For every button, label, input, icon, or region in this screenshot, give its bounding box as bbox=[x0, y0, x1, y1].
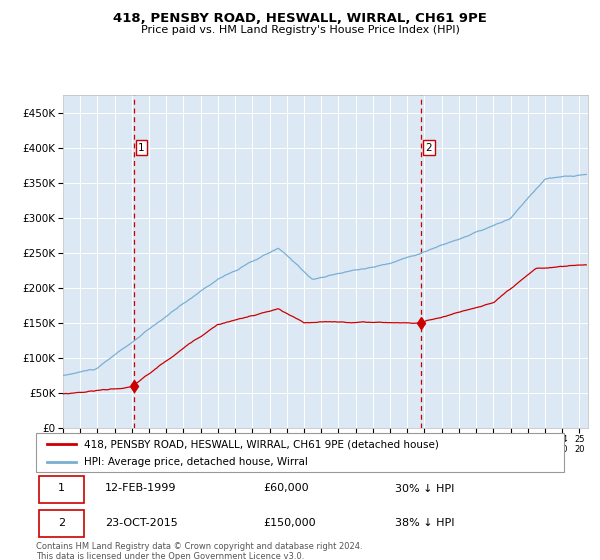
Text: 2: 2 bbox=[58, 517, 65, 528]
FancyBboxPatch shape bbox=[36, 433, 564, 472]
Text: 2: 2 bbox=[425, 143, 432, 153]
Text: Contains HM Land Registry data © Crown copyright and database right 2024.
This d: Contains HM Land Registry data © Crown c… bbox=[36, 542, 362, 560]
FancyBboxPatch shape bbox=[38, 475, 83, 503]
Text: 1: 1 bbox=[58, 483, 65, 493]
Text: £60,000: £60,000 bbox=[263, 483, 308, 493]
Text: 38% ↓ HPI: 38% ↓ HPI bbox=[395, 517, 455, 528]
Text: £150,000: £150,000 bbox=[263, 517, 316, 528]
Text: 23-OCT-2015: 23-OCT-2015 bbox=[104, 517, 178, 528]
Text: 1: 1 bbox=[138, 143, 145, 153]
Text: 418, PENSBY ROAD, HESWALL, WIRRAL, CH61 9PE (detached house): 418, PENSBY ROAD, HESWALL, WIRRAL, CH61 … bbox=[83, 439, 439, 449]
Text: 418, PENSBY ROAD, HESWALL, WIRRAL, CH61 9PE: 418, PENSBY ROAD, HESWALL, WIRRAL, CH61 … bbox=[113, 12, 487, 25]
Text: 12-FEB-1999: 12-FEB-1999 bbox=[104, 483, 176, 493]
Text: Price paid vs. HM Land Registry's House Price Index (HPI): Price paid vs. HM Land Registry's House … bbox=[140, 25, 460, 35]
Text: 30% ↓ HPI: 30% ↓ HPI bbox=[395, 483, 454, 493]
Text: HPI: Average price, detached house, Wirral: HPI: Average price, detached house, Wirr… bbox=[83, 457, 307, 467]
FancyBboxPatch shape bbox=[38, 510, 83, 537]
